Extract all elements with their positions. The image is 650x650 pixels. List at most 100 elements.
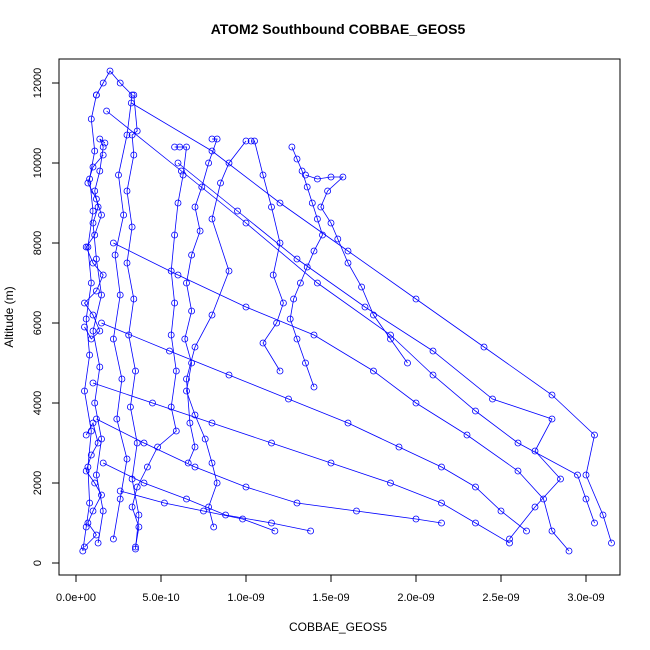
data-point	[91, 231, 99, 239]
data-point	[514, 467, 522, 475]
data-point	[82, 431, 90, 439]
data-point	[310, 247, 318, 255]
series-profile	[98, 319, 530, 535]
data-point	[225, 159, 233, 167]
data-point	[313, 279, 321, 287]
data-point	[99, 459, 107, 467]
data-point	[608, 539, 615, 547]
data-point	[133, 127, 141, 135]
data-point	[298, 167, 306, 175]
series-profile	[181, 135, 221, 531]
series-profile	[183, 137, 250, 467]
data-point	[111, 251, 119, 259]
data-point	[310, 383, 318, 391]
data-point	[412, 515, 420, 523]
series-line	[83, 154, 104, 340]
data-point	[506, 539, 513, 547]
series-line	[82, 94, 97, 552]
series-profile	[89, 135, 109, 547]
series-profile	[110, 239, 573, 555]
data-point	[259, 339, 267, 347]
series-profile	[286, 143, 326, 391]
data-point	[89, 379, 97, 387]
data-point	[303, 263, 311, 271]
x-axis: 0.0e+00 5.0e-10 1.0e-09 1.5e-09 2.0e-09 2.5e-…	[56, 574, 605, 604]
data-point	[293, 335, 301, 343]
x-tick-label: 2.5e-09	[482, 592, 519, 604]
data-point	[166, 347, 173, 355]
data-point	[370, 311, 377, 319]
series-profile	[123, 91, 143, 553]
data-point	[242, 483, 250, 491]
series-profile	[99, 459, 315, 535]
y-tick-label: 0	[32, 560, 44, 566]
data-point	[191, 343, 199, 351]
data-point	[87, 279, 95, 287]
data-point	[361, 303, 369, 311]
data-point	[327, 219, 335, 227]
data-point	[370, 367, 377, 375]
data-point	[429, 371, 437, 379]
data-point	[344, 419, 352, 427]
data-point	[167, 267, 175, 275]
data-point	[208, 459, 216, 467]
data-point	[89, 419, 97, 427]
data-point	[565, 547, 573, 555]
x-tick-label: 0.0e+00	[56, 592, 96, 604]
data-point	[81, 387, 88, 395]
data-point	[110, 239, 117, 247]
data-point	[208, 147, 216, 155]
data-point	[172, 367, 180, 375]
data-point	[200, 507, 207, 515]
data-point	[288, 143, 296, 151]
data-point	[327, 173, 335, 181]
data-point	[130, 151, 138, 159]
data-point	[177, 167, 185, 175]
data-point	[268, 519, 275, 527]
data-point	[239, 515, 247, 523]
data-point	[93, 195, 100, 203]
data-point	[99, 79, 107, 87]
data-point	[116, 487, 124, 495]
data-point	[133, 483, 141, 491]
data-point	[582, 495, 590, 503]
data-point	[113, 415, 121, 423]
series-line	[103, 462, 311, 532]
data-point	[387, 331, 394, 339]
data-point	[293, 255, 301, 263]
data-point	[106, 67, 114, 75]
data-point	[86, 351, 93, 359]
data-point	[208, 215, 216, 223]
series-line	[92, 138, 106, 544]
x-tick-label: 3.0e-09	[567, 592, 604, 604]
data-point	[183, 375, 190, 383]
data-point	[81, 543, 88, 551]
data-point	[247, 137, 255, 145]
data-point	[93, 415, 100, 423]
data-point	[79, 547, 87, 555]
data-point	[172, 427, 180, 435]
data-point	[99, 507, 107, 515]
series-line	[251, 140, 284, 372]
data-point	[339, 173, 347, 181]
data-point	[87, 115, 95, 123]
data-point	[213, 479, 221, 487]
y-tick-label: 2000	[32, 471, 44, 495]
data-point	[128, 131, 136, 139]
data-point	[310, 331, 318, 339]
series-line	[186, 140, 247, 464]
data-point	[84, 519, 92, 527]
data-point	[313, 215, 321, 223]
data-point	[89, 207, 97, 215]
data-point	[531, 447, 539, 455]
data-point	[123, 187, 131, 195]
data-point	[174, 271, 182, 279]
data-point	[296, 279, 304, 287]
series-line	[96, 70, 133, 540]
data-point	[489, 395, 496, 403]
y-tick-label: 12000	[32, 68, 44, 99]
data-point	[313, 175, 321, 183]
data-point	[358, 283, 366, 291]
data-point	[93, 91, 100, 99]
y-axis-label: Altitude (m)	[2, 286, 16, 347]
